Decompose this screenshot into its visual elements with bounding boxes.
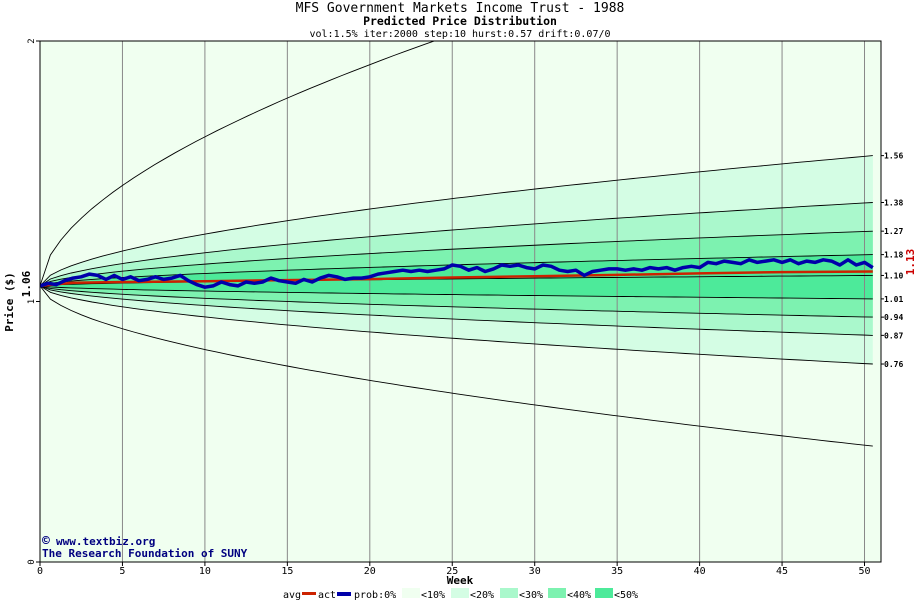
legend-act-swatch	[337, 592, 351, 596]
percentile-curve	[40, 202, 873, 287]
x-tick-label: 5	[119, 566, 125, 577]
percentile-curve	[40, 285, 873, 300]
price-series	[39, 258, 874, 289]
x-tick-label: 25	[446, 566, 458, 577]
start-price-label: 1.06	[20, 270, 33, 297]
x-tick-label: 40	[694, 566, 706, 577]
chart-params: vol:1.5% iter:2000 step:10 hurst:0.57 dr…	[309, 29, 610, 40]
y-axis-label: Price ($)	[3, 272, 16, 332]
x-tick-label: 30	[529, 566, 541, 577]
legend-lt50-swatch	[595, 588, 613, 598]
legend-avg-swatch	[302, 592, 316, 595]
percentile-end-label: 1.10	[884, 271, 903, 280]
percentile-end-labels: 1.56 1.38 1.27 1.18 1.10 1.01 0.94 0.87 0.76	[881, 152, 903, 369]
series-line-avg	[39, 270, 873, 288]
y-tick-label: 2	[27, 38, 37, 43]
legend-lt30-swatch	[500, 588, 518, 598]
chart-subtitle: Predicted Price Distribution	[363, 14, 557, 28]
legend-lt40-label: <40%	[567, 590, 591, 600]
y-tick-label: 1	[27, 299, 37, 304]
x-tick-label: 20	[364, 566, 376, 577]
watermark-site: www.textbiz.org	[56, 535, 155, 548]
x-axis-label: Week	[447, 574, 474, 587]
legend-lt50-label: <50%	[614, 590, 638, 600]
watermark-org: The Research Foundation of SUNY	[42, 547, 248, 560]
percentile-curve	[40, 285, 873, 336]
legend-act-label: act	[318, 590, 336, 600]
final-price-label: 1.13	[904, 249, 917, 276]
percentile-curve	[40, 41, 436, 287]
percentile-end-label: 1.38	[884, 199, 903, 208]
percentile-curve	[40, 285, 873, 318]
y-axis-ticks: 0 1 2	[27, 38, 40, 565]
legend-lt30-label: <30%	[519, 590, 543, 600]
percentile-end-label: 1.27	[884, 227, 903, 236]
series-line-act	[39, 258, 874, 289]
percentile-end-label: 1.56	[884, 152, 903, 161]
x-tick-label: 15	[281, 566, 293, 577]
x-axis-ticks: 0 5 10 15 20 25 30 35 40 45 50	[37, 562, 871, 577]
percentile-end-label: 0.87	[884, 331, 903, 340]
legend-lt10-label: <10%	[421, 590, 445, 600]
percentile-curve	[40, 285, 873, 447]
legend-lt40-swatch	[548, 588, 566, 598]
y-tick-label: 0	[27, 559, 37, 564]
percentile-curve	[40, 285, 873, 365]
percentile-end-label: 1.18	[884, 251, 903, 260]
x-tick-label: 0	[37, 566, 43, 577]
legend-prob-label: prob:0%	[354, 590, 396, 600]
legend: avg act prob:0% <10% <20% <30% <40% <50%	[283, 588, 638, 600]
percentile-curve	[40, 230, 873, 287]
percentile-curves	[40, 41, 873, 447]
percentile-curve	[40, 155, 873, 287]
percentile-end-label: 0.76	[884, 360, 903, 369]
legend-lt20-swatch	[451, 588, 469, 598]
x-tick-label: 45	[776, 566, 788, 577]
chart-title: MFS Government Markets Income Trust - 19…	[296, 1, 625, 16]
copyright-symbol: ©	[42, 534, 50, 549]
x-tick-label: 10	[199, 566, 211, 577]
legend-avg-label: avg	[283, 590, 301, 600]
x-tick-label: 50	[858, 566, 870, 577]
legend-lt10-swatch	[402, 588, 420, 598]
percentile-end-label: 1.01	[884, 295, 903, 304]
x-tick-label: 35	[611, 566, 623, 577]
percentile-end-label: 0.94	[884, 313, 903, 322]
legend-lt20-label: <20%	[470, 590, 494, 600]
